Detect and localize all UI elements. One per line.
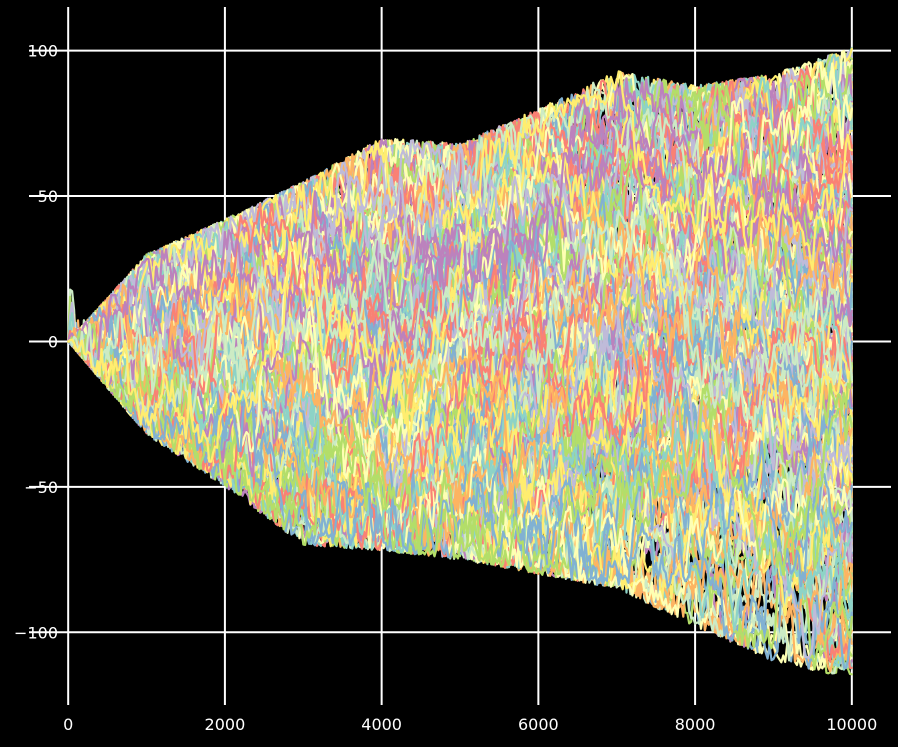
series-line-247	[67, 323, 853, 576]
series-line-245	[67, 306, 853, 589]
x-tick-label: 4000	[361, 715, 402, 734]
x-tick-label: 8000	[675, 715, 716, 734]
series-line-243	[67, 142, 853, 379]
y-axis-tick-labels: 100 50 0 −50 −100	[14, 42, 58, 643]
series-line-241	[67, 291, 853, 632]
series-line-250	[67, 70, 853, 463]
series-line-249	[67, 191, 853, 433]
series-group	[67, 46, 853, 676]
x-tick-label: 6000	[518, 715, 559, 734]
x-axis-tick-labels: 0 2000 4000 6000 8000 10000	[63, 715, 877, 734]
series-line-240	[67, 141, 853, 455]
x-tick-label: 0	[63, 715, 73, 734]
y-tick-label: 50	[38, 187, 58, 206]
series-line-231	[67, 69, 853, 428]
y-tick-label: −100	[14, 623, 58, 642]
y-tick-label: −50	[24, 478, 58, 497]
series-line-238	[67, 86, 853, 478]
series-line-237	[67, 173, 853, 566]
series-line-235	[67, 181, 853, 457]
x-tick-label: 10000	[826, 715, 877, 734]
y-tick-label: 0	[48, 332, 58, 351]
y-tick-label: 100	[27, 42, 58, 61]
x-tick-label: 2000	[205, 715, 246, 734]
series-line-244	[67, 202, 853, 494]
